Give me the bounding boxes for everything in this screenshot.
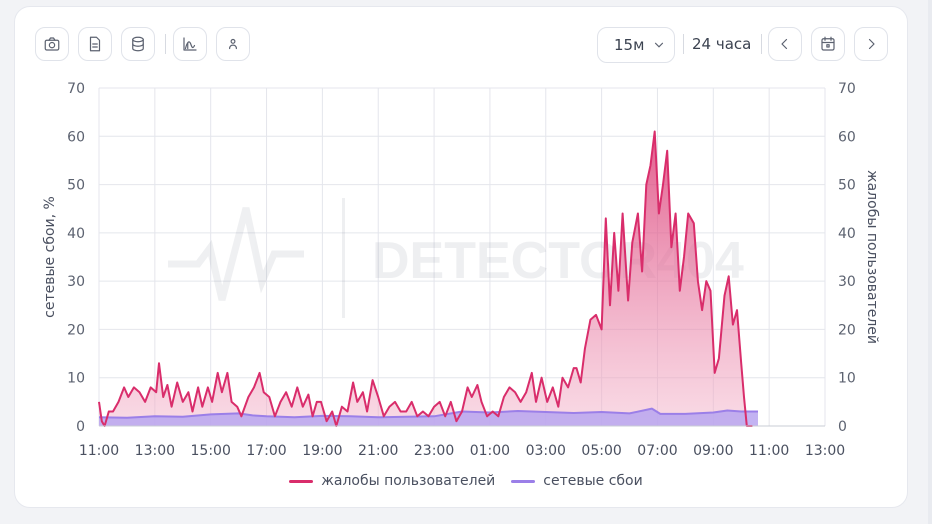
y-tick-right: 70 (838, 81, 856, 97)
document-icon (89, 36, 101, 52)
x-tick: 03:00 (526, 443, 566, 459)
chevron-right-icon (868, 38, 875, 50)
toolbar-divider (761, 34, 762, 54)
data-button[interactable] (121, 27, 155, 61)
toolbar-divider (683, 34, 684, 54)
x-tick: 07:00 (637, 443, 677, 459)
prev-button[interactable] (768, 27, 802, 61)
y-tick-right: 30 (838, 274, 856, 290)
x-tick: 23:00 (414, 443, 454, 459)
x-tick: 05:00 (581, 443, 621, 459)
calendar-icon (821, 36, 835, 51)
y-tick-left: 30 (67, 274, 85, 290)
complaints-line (98, 130, 753, 427)
y-axis-label-right: жалобы пользователей (864, 170, 880, 344)
x-tick: 09:00 (693, 443, 733, 459)
chart-area-icon (183, 37, 197, 51)
camera-icon (44, 37, 60, 51)
legend: жалобы пользователей сетевые сбои (0, 473, 932, 489)
y-tick-right: 20 (838, 322, 856, 338)
x-tick: 19:00 (302, 443, 342, 459)
y-tick-right: 0 (838, 419, 847, 435)
failures-line (98, 407, 758, 419)
x-tick: 15:00 (191, 443, 231, 459)
y-tick-right: 60 (838, 129, 856, 145)
interval-select[interactable]: 15м (597, 27, 675, 63)
user-button[interactable] (216, 27, 250, 61)
adjacent-panel-edge (928, 0, 932, 524)
legend-label: жалобы пользователей (321, 473, 496, 489)
legend-item-complaints[interactable]: жалобы пользователей (289, 473, 495, 489)
range-label: 24 часа (692, 35, 752, 53)
screenshot-button[interactable] (35, 27, 69, 61)
legend-swatch (289, 479, 314, 483)
next-button[interactable] (854, 27, 888, 61)
database-icon (132, 36, 144, 52)
chevron-left-icon (781, 38, 788, 50)
y-tick-left: 10 (67, 371, 85, 387)
x-tick: 01:00 (470, 443, 510, 459)
y-tick-right: 50 (838, 178, 856, 194)
y-tick-left: 40 (67, 226, 85, 242)
complaints-area (99, 131, 753, 426)
y-axis-label-left: сетевые сбои, % (42, 196, 58, 318)
legend-label: сетевые сбои (543, 473, 643, 489)
toolbar-divider (165, 34, 166, 54)
x-tick: 11:00 (79, 443, 119, 459)
y-tick-right: 40 (838, 226, 856, 242)
x-tick: 13:00 (135, 443, 175, 459)
x-tick: 17:00 (246, 443, 286, 459)
y-tick-left: 0 (76, 419, 85, 435)
legend-item-failures[interactable]: сетевые сбои (511, 473, 643, 489)
x-tick: 11:00 (749, 443, 789, 459)
report-button[interactable] (78, 27, 112, 61)
interval-value: 15м (614, 36, 645, 54)
y-tick-left: 20 (67, 322, 85, 338)
y-tick-left: 60 (67, 129, 85, 145)
user-icon (229, 38, 237, 50)
x-tick: 13:00 (805, 443, 845, 459)
y-tick-right: 10 (838, 371, 856, 387)
x-tick: 21:00 (358, 443, 398, 459)
calendar-button[interactable] (811, 27, 845, 61)
chevron-down-icon (654, 42, 664, 48)
chart-type-button[interactable] (173, 27, 207, 61)
legend-swatch (511, 479, 536, 483)
y-tick-left: 50 (67, 178, 85, 194)
y-tick-left: 70 (67, 81, 85, 97)
